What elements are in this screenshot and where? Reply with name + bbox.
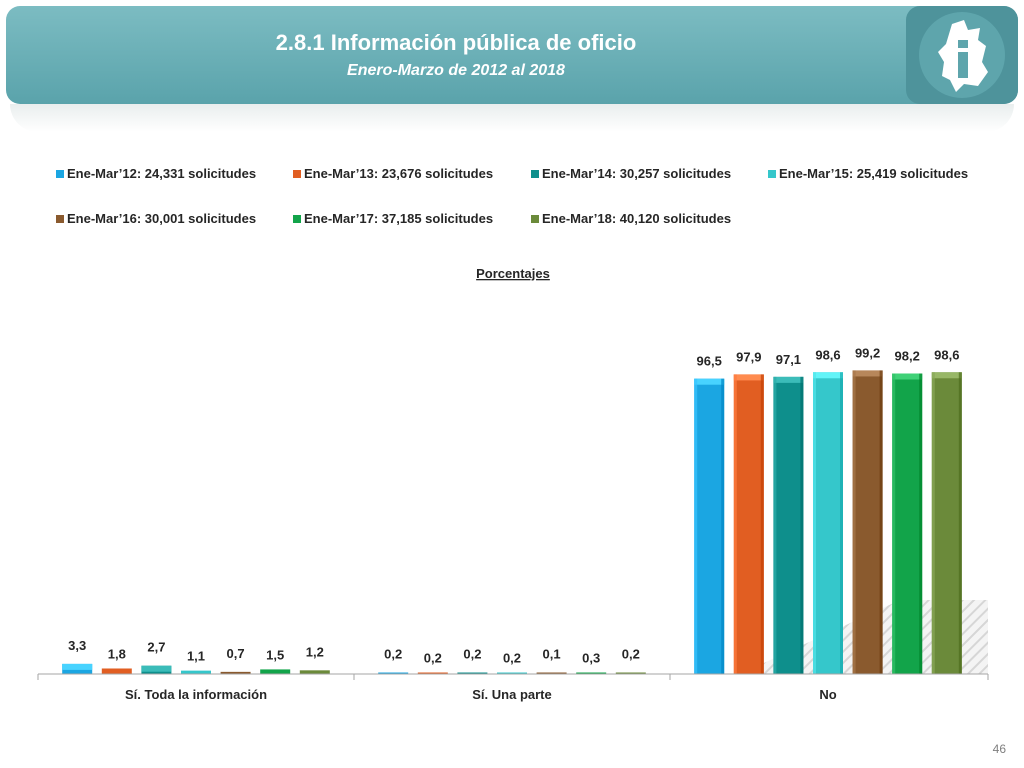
bar <box>457 672 488 674</box>
bar-top-bevel <box>141 665 172 672</box>
chart-title: Porcentajes <box>476 266 550 281</box>
data-label: 1,5 <box>266 647 284 662</box>
legend-label: Ene-Mar’18: 40,120 solicitudes <box>542 211 731 226</box>
legend-swatch <box>293 215 301 223</box>
data-labels: 3,3 1,8 2,7 1,1 0,7 1,5 1,2 0,2 0,2 0,2 0,2 0,1 0,3 0… <box>68 345 959 665</box>
legend: Ene-Mar’12: 24,331 solicitudes Ene-Mar’13… <box>56 166 968 226</box>
bar-top-bevel <box>773 376 804 383</box>
bar <box>378 672 409 674</box>
bar-left-bevel <box>852 370 856 674</box>
data-label: 0,2 <box>503 651 521 666</box>
data-label: 98,6 <box>815 347 840 362</box>
header-shadow <box>10 104 1014 132</box>
legend-swatch <box>768 170 776 178</box>
bar <box>576 672 607 674</box>
bar-right-bevel <box>879 370 883 674</box>
data-label: 1,2 <box>306 644 324 659</box>
data-label: 0,2 <box>463 647 481 662</box>
legend-label: Ene-Mar’13: 23,676 solicitudes <box>304 166 493 181</box>
bar <box>773 376 804 674</box>
data-label: 0,2 <box>424 651 442 666</box>
bar-left-bevel <box>773 376 777 674</box>
bar <box>417 672 448 674</box>
legend-swatch <box>56 215 64 223</box>
data-label: 97,1 <box>776 352 801 367</box>
page-number: 46 <box>992 742 1006 756</box>
bar <box>892 373 923 674</box>
bar <box>694 378 725 674</box>
legend-label: Ene-Mar’16: 30,001 solicitudes <box>67 211 256 226</box>
legend-swatch <box>56 170 64 178</box>
bar-right-bevel <box>840 372 843 674</box>
data-label: 98,6 <box>934 347 959 362</box>
bar-right-bevel <box>721 378 725 674</box>
page-subtitle: Enero-Marzo de 2012 al 2018 <box>347 62 565 79</box>
bar <box>852 370 883 674</box>
legend-label: Ene-Mar’14: 30,257 solicitudes <box>542 166 731 181</box>
legend-label: Ene-Mar’12: 24,331 solicitudes <box>67 166 256 181</box>
bar-left-bevel <box>892 373 896 674</box>
x-axis: Sí. Toda la información Sí. Una parte No <box>37 673 989 702</box>
page-title: 2.8.1 Información pública de oficio <box>275 30 637 55</box>
bar-top-bevel <box>892 373 923 380</box>
bar <box>615 672 646 674</box>
bar <box>260 669 291 674</box>
bar <box>181 670 211 674</box>
bar-top-bevel <box>733 374 764 381</box>
bar-top-bevel <box>813 372 843 379</box>
category-label: No <box>819 687 836 702</box>
bar-top-bevel <box>694 378 725 385</box>
bar-top-bevel <box>931 372 962 379</box>
data-label: 97,9 <box>736 349 761 364</box>
bar <box>733 374 764 674</box>
bar <box>101 668 132 674</box>
bar-left-bevel <box>931 372 935 674</box>
data-label: 98,2 <box>895 349 920 364</box>
data-label: 1,1 <box>187 649 205 664</box>
bar <box>536 672 567 674</box>
bar <box>220 671 251 674</box>
bar-right-bevel <box>800 376 804 674</box>
data-label: 0,7 <box>227 646 245 661</box>
data-label: 0,1 <box>543 647 561 662</box>
bar-top-bevel <box>62 663 93 670</box>
bar <box>813 372 843 674</box>
data-label: 0,3 <box>582 651 600 666</box>
data-label: 0,2 <box>384 647 402 662</box>
data-label: 2,7 <box>147 640 165 655</box>
data-label: 1,8 <box>108 646 126 661</box>
legend-swatch <box>531 170 539 178</box>
logo-panel <box>906 6 1018 104</box>
data-label: 99,2 <box>855 345 880 360</box>
bars <box>62 370 962 674</box>
bar <box>497 672 527 674</box>
legend-label: Ene-Mar’17: 37,185 solicitudes <box>304 211 493 226</box>
bar-left-bevel <box>733 374 737 674</box>
city-emblem-icon <box>919 12 1005 98</box>
bar-left-bevel <box>694 378 698 674</box>
bar <box>299 670 330 674</box>
bar-top-bevel <box>852 370 883 377</box>
data-label: 0,2 <box>622 647 640 662</box>
data-label: 96,5 <box>697 354 722 369</box>
bar-right-bevel <box>958 372 962 674</box>
legend-swatch <box>293 170 301 178</box>
bar-right-bevel <box>760 374 764 674</box>
data-label: 3,3 <box>68 638 86 653</box>
legend-label: Ene-Mar’15: 25,419 solicitudes <box>779 166 968 181</box>
legend-swatch <box>531 215 539 223</box>
bar-right-bevel <box>919 373 923 674</box>
category-label: Sí. Una parte <box>472 687 551 702</box>
category-label: Sí. Toda la información <box>125 687 267 702</box>
bar-left-bevel <box>813 372 816 674</box>
header-banner <box>6 6 1018 104</box>
bar <box>931 372 962 674</box>
